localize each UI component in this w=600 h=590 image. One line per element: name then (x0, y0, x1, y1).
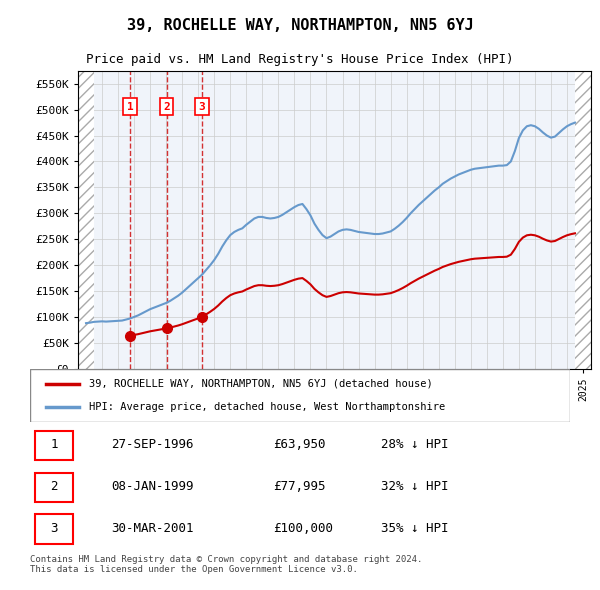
Text: 39, ROCHELLE WAY, NORTHAMPTON, NN5 6YJ: 39, ROCHELLE WAY, NORTHAMPTON, NN5 6YJ (127, 18, 473, 32)
Text: £63,950: £63,950 (273, 438, 325, 451)
Text: Contains HM Land Registry data © Crown copyright and database right 2024.
This d: Contains HM Land Registry data © Crown c… (30, 555, 422, 574)
FancyBboxPatch shape (35, 473, 73, 502)
Bar (575, 71, 591, 369)
Text: 08-JAN-1999: 08-JAN-1999 (111, 480, 193, 493)
Text: £100,000: £100,000 (273, 522, 333, 535)
Text: 32% ↓ HPI: 32% ↓ HPI (381, 480, 449, 493)
Text: 35% ↓ HPI: 35% ↓ HPI (381, 522, 449, 535)
Text: 2: 2 (163, 101, 170, 112)
FancyBboxPatch shape (30, 369, 570, 422)
Text: 39, ROCHELLE WAY, NORTHAMPTON, NN5 6YJ (detached house): 39, ROCHELLE WAY, NORTHAMPTON, NN5 6YJ (… (89, 379, 433, 389)
FancyBboxPatch shape (35, 514, 73, 543)
Bar (78, 71, 94, 369)
Text: 27-SEP-1996: 27-SEP-1996 (111, 438, 193, 451)
Text: 28% ↓ HPI: 28% ↓ HPI (381, 438, 449, 451)
Bar (78, 71, 94, 369)
Text: 3: 3 (50, 522, 58, 535)
FancyBboxPatch shape (35, 431, 73, 460)
Bar (575, 71, 591, 369)
Text: 3: 3 (199, 101, 205, 112)
Text: 2: 2 (50, 480, 58, 493)
Text: HPI: Average price, detached house, West Northamptonshire: HPI: Average price, detached house, West… (89, 402, 446, 412)
Text: 1: 1 (50, 438, 58, 451)
Text: 30-MAR-2001: 30-MAR-2001 (111, 522, 193, 535)
Text: £77,995: £77,995 (273, 480, 325, 493)
Text: 1: 1 (127, 101, 133, 112)
Text: Price paid vs. HM Land Registry's House Price Index (HPI): Price paid vs. HM Land Registry's House … (86, 53, 514, 66)
